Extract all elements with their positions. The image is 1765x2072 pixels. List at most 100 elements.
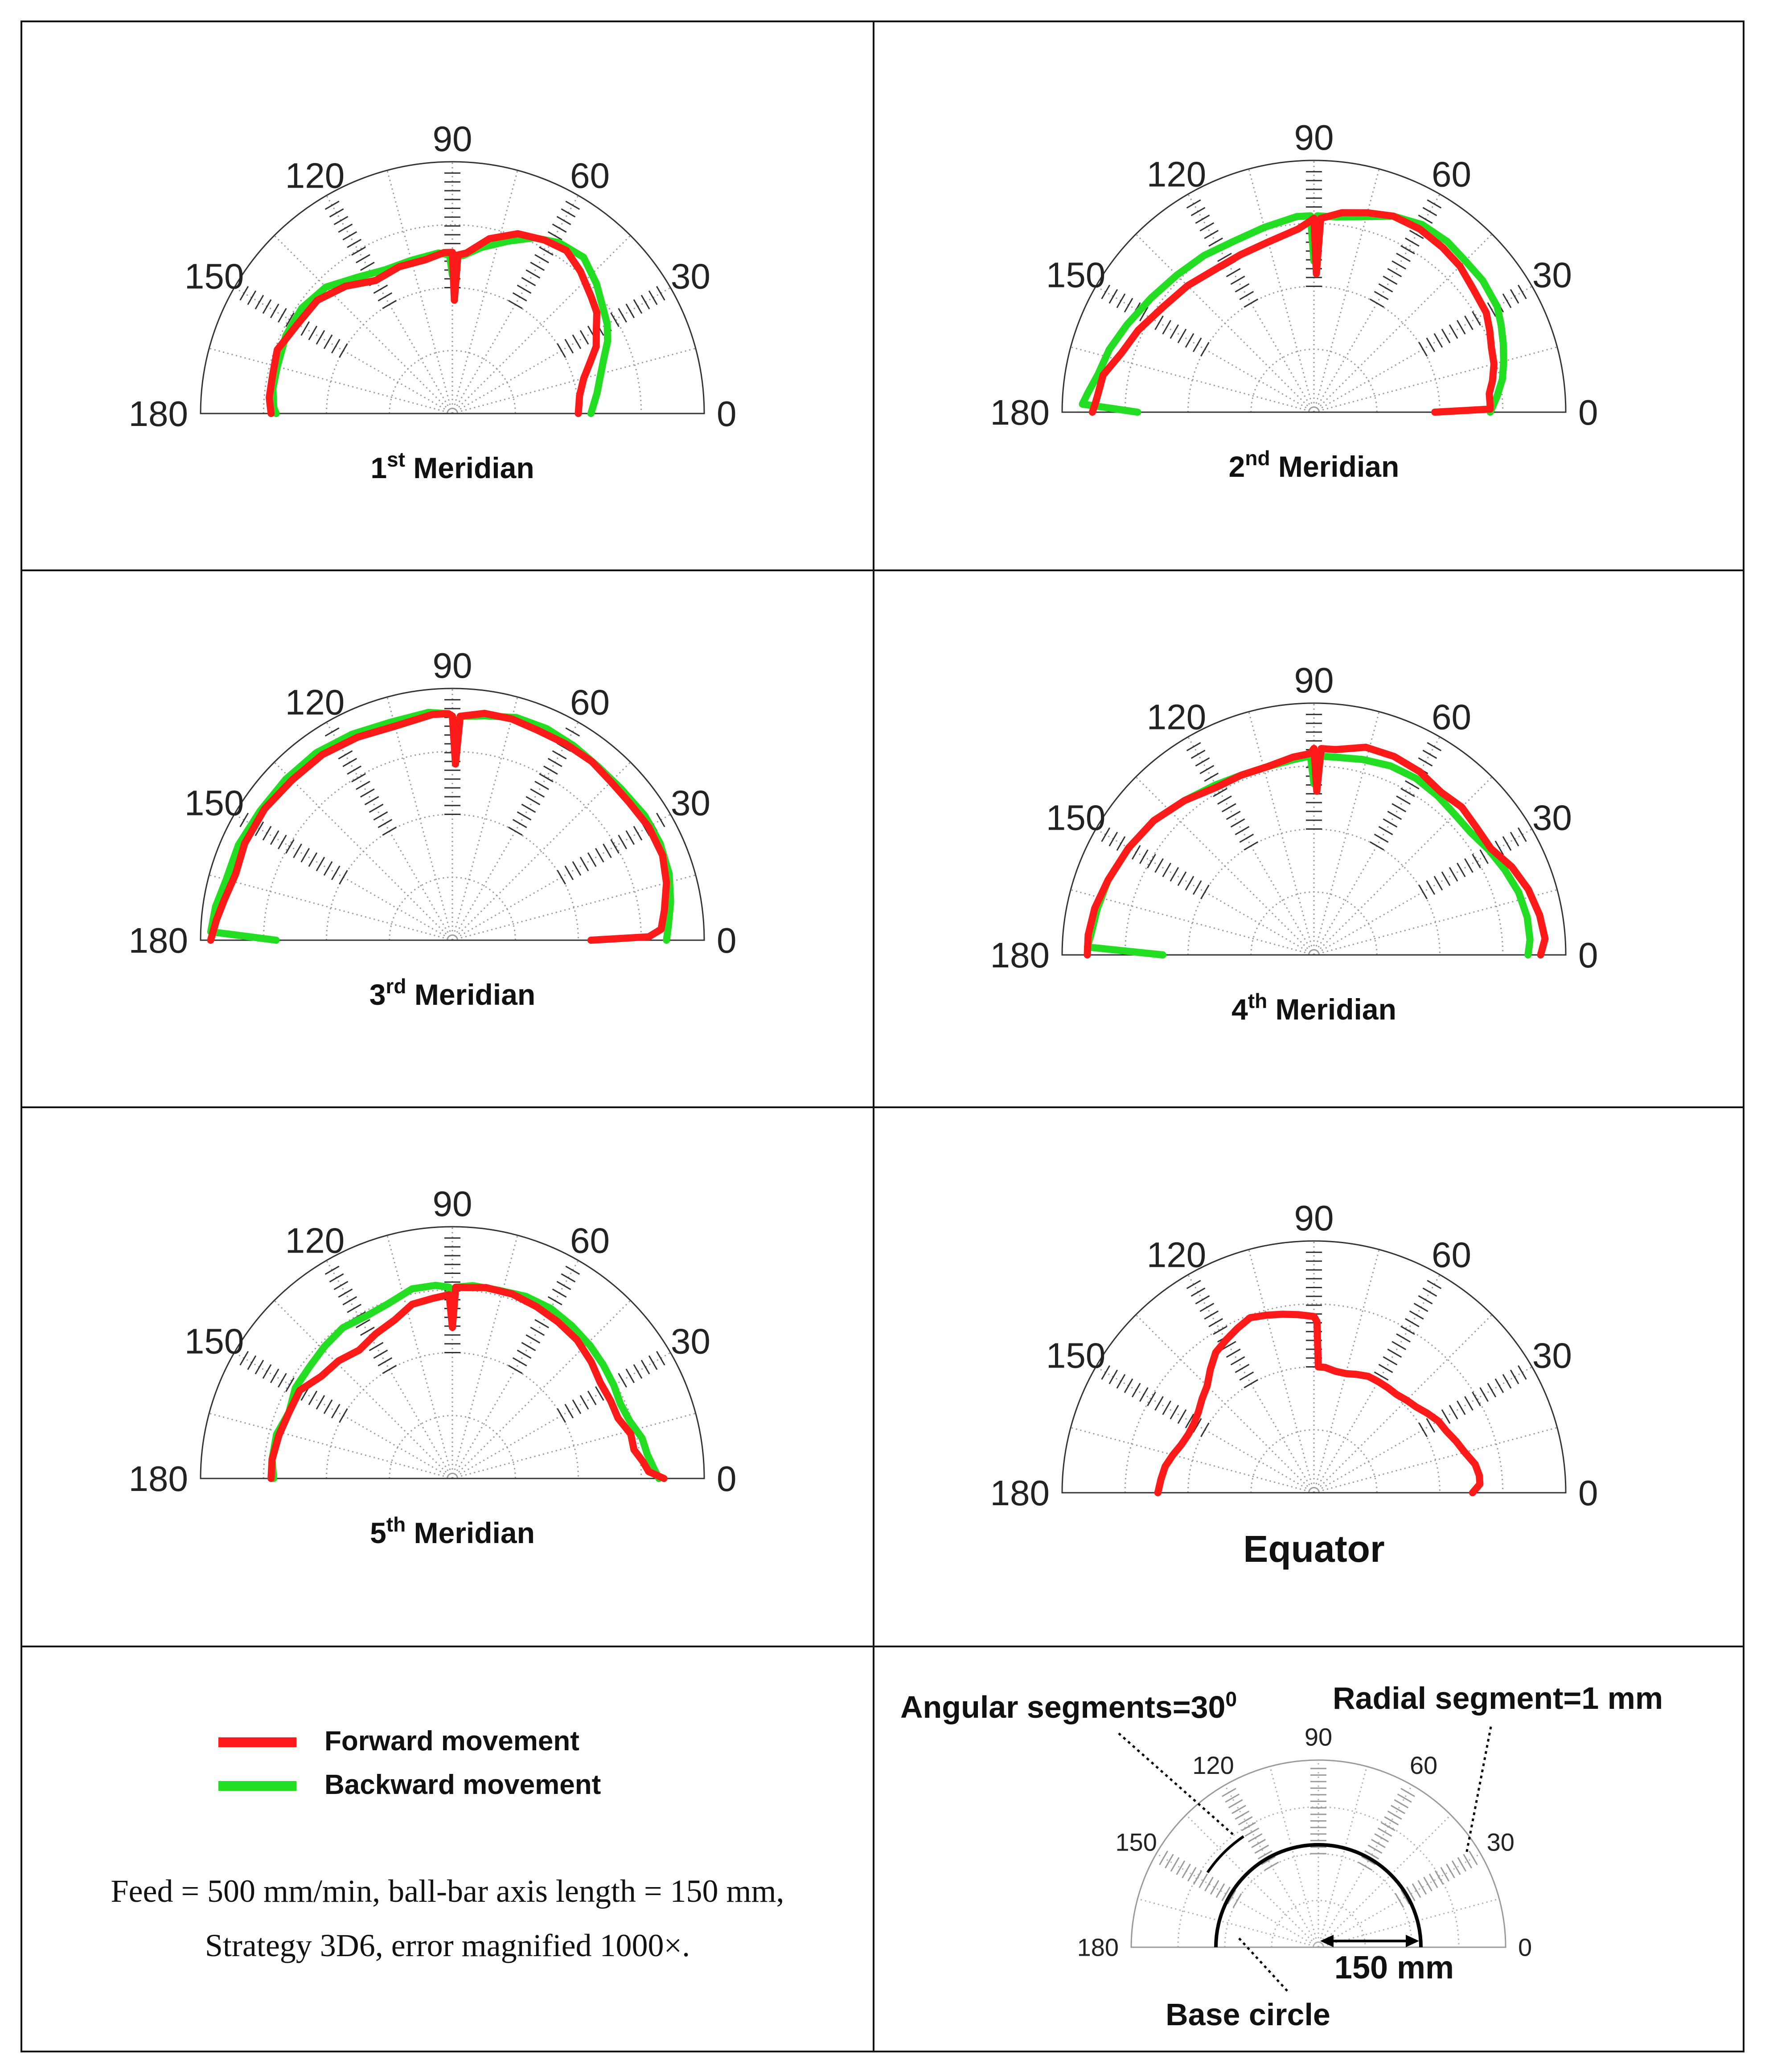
grid-spoke [452, 874, 696, 941]
grid-spoke [1313, 346, 1558, 413]
backward-movement-trace [1079, 212, 1507, 416]
angle-label-60: 60 [570, 683, 610, 722]
grid-spoke [274, 235, 453, 414]
angle-label-60: 60 [570, 1221, 610, 1261]
caption-line-2: Strategy 3D6, error magnified 1000×. [205, 1928, 690, 1963]
angle-label-30: 30 [671, 1322, 710, 1361]
grid-spoke [1070, 1427, 1314, 1494]
angular-arc [1206, 1835, 1244, 1873]
panel-title: 2nd Meridian [1229, 446, 1400, 483]
outer-arc [1061, 160, 1567, 413]
angle-label-120: 120 [1192, 1751, 1234, 1779]
grid-spoke [209, 348, 453, 414]
outer-arc [1130, 1759, 1506, 1948]
base-label: Base circle [1166, 1997, 1330, 2032]
angle-label-0: 0 [717, 1459, 737, 1499]
angle-label-0: 0 [1578, 935, 1598, 975]
grid-spoke [452, 348, 696, 414]
radial-scale [1418, 284, 1527, 357]
angle-label-180: 180 [990, 935, 1050, 975]
grid-spoke [1313, 776, 1493, 956]
grid-spoke [1318, 1766, 1368, 1948]
angle-label-30: 30 [1532, 1336, 1572, 1376]
angle-label-90: 90 [433, 646, 472, 685]
panel-title: 3rd Meridian [369, 975, 535, 1011]
radial-scale [1186, 742, 1259, 851]
grid-spoke [386, 696, 453, 941]
outer-arc [1061, 702, 1567, 956]
panel-title: Equator [1243, 1528, 1384, 1570]
caption: Feed = 500 mm/min, ball-bar axis length … [111, 1873, 784, 1963]
angle-label-60: 60 [570, 156, 610, 196]
base-circle [1214, 1843, 1423, 1948]
radial-leader [1465, 1726, 1492, 1854]
angle-label-180: 180 [129, 921, 188, 960]
grid-spoke [274, 762, 453, 941]
angle-label-60: 60 [1432, 155, 1471, 194]
angle-label-30: 30 [1487, 1828, 1515, 1856]
angle-label-30: 30 [671, 257, 710, 296]
angle-label-150: 150 [1046, 1336, 1105, 1376]
grid-spoke [1135, 233, 1315, 413]
length-arrow-head-right [1406, 1935, 1419, 1947]
radial-scale [1101, 1365, 1210, 1437]
grid-spoke [1070, 346, 1314, 413]
angular-leader [1118, 1732, 1236, 1837]
radial-scale [1159, 1851, 1242, 1908]
grid-spoke [1248, 711, 1315, 955]
outer-arc [200, 161, 705, 414]
angular-label: Angular segments=300 [900, 1687, 1237, 1724]
polar-panel-4th-meridian: 0 30 60 90 120 150 180 4th Meridian [990, 660, 1598, 1026]
angle-label-120: 120 [285, 1221, 345, 1261]
length-label: 150 mm [1334, 1950, 1454, 1986]
figure-frame [21, 20, 1744, 2052]
grid-spoke [274, 1300, 453, 1479]
grid-spoke [452, 1413, 696, 1479]
grid-spoke [1313, 711, 1380, 955]
grid-spoke [1137, 1898, 1319, 1948]
grid-ring [263, 750, 642, 941]
angle-label-150: 150 [185, 783, 244, 823]
radial-label: Radial segment=1 mm [1333, 1681, 1663, 1716]
grid-spoke [1185, 1814, 1319, 1948]
grid-spoke [386, 170, 453, 414]
grid-spoke [452, 696, 518, 941]
angle-label-90: 90 [433, 1184, 472, 1224]
angle-label-150: 150 [185, 1322, 244, 1361]
forward-movement-trace [266, 230, 600, 417]
forward-movement-trace [1088, 209, 1498, 416]
radial-scale [1369, 199, 1442, 308]
angle-label-180: 180 [129, 394, 188, 434]
radial-scale [1310, 1768, 1326, 1855]
backward-movement-trace [269, 234, 612, 417]
radial-scale [1101, 827, 1210, 900]
panel-title: 5th Meridian [370, 1513, 535, 1549]
angle-label-90: 90 [1294, 1198, 1334, 1238]
angle-label-30: 30 [1532, 255, 1572, 295]
panel-title: 4th Meridian [1231, 989, 1396, 1026]
angle-label-60: 60 [1410, 1751, 1437, 1779]
grid-spoke [452, 170, 518, 414]
grid-spoke [1313, 1314, 1493, 1494]
angle-label-90: 90 [1294, 660, 1334, 700]
angle-label-30: 30 [671, 783, 710, 823]
angle-label-150: 150 [185, 257, 244, 296]
outer-arc [200, 688, 705, 941]
angle-label-180: 180 [129, 1459, 188, 1499]
forward-movement-trace [267, 1283, 668, 1482]
angle-label-0: 0 [1578, 393, 1598, 432]
angle-label-150: 150 [1046, 255, 1105, 295]
angle-label-0: 0 [717, 394, 737, 434]
polar-explanation-diagram: 0 30 60 90 120 150 180 150 mm Angular segments=3… [900, 1681, 1663, 2032]
grid-spoke [1269, 1766, 1319, 1948]
angle-label-30: 30 [1532, 798, 1572, 838]
grid-spoke [1313, 1427, 1558, 1494]
forward-movement-trace [1154, 1310, 1484, 1496]
grid-spoke [1313, 168, 1380, 413]
grid-spoke [1135, 776, 1315, 956]
angle-label-0: 0 [717, 921, 737, 960]
angle-label-0: 0 [1518, 1933, 1532, 1961]
grid-spoke [209, 1413, 453, 1479]
legend-forward-label: Forward movement [324, 1726, 579, 1757]
